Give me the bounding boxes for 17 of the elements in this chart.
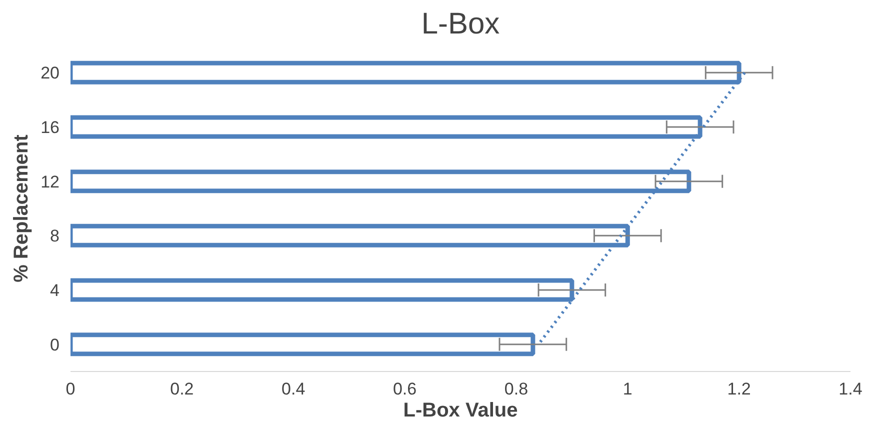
y-tick-label: 12 [40,172,60,192]
x-tick-label: 0.4 [282,380,306,398]
x-tick-label: 0 [66,380,76,398]
x-tick-label: 0.8 [504,380,528,398]
y-tick-label: 20 [40,64,60,83]
x-tick-label: 0.6 [392,380,417,398]
y-tick-label: 0 [50,335,60,354]
x-tick-label: 0.2 [170,380,194,398]
chart-title: L-Box [421,8,500,40]
y-axis-title: % Replacement [10,134,33,282]
y-tick-label: 16 [40,118,60,137]
x-axis-title: L-Box Value [403,400,518,422]
y-tick-label: 4 [50,281,60,300]
x-tick-label: 1.2 [727,380,751,398]
x-tick-label: 1 [622,380,632,398]
x-tick-label: 1.4 [838,380,862,398]
y-tick-label: 8 [50,226,60,246]
